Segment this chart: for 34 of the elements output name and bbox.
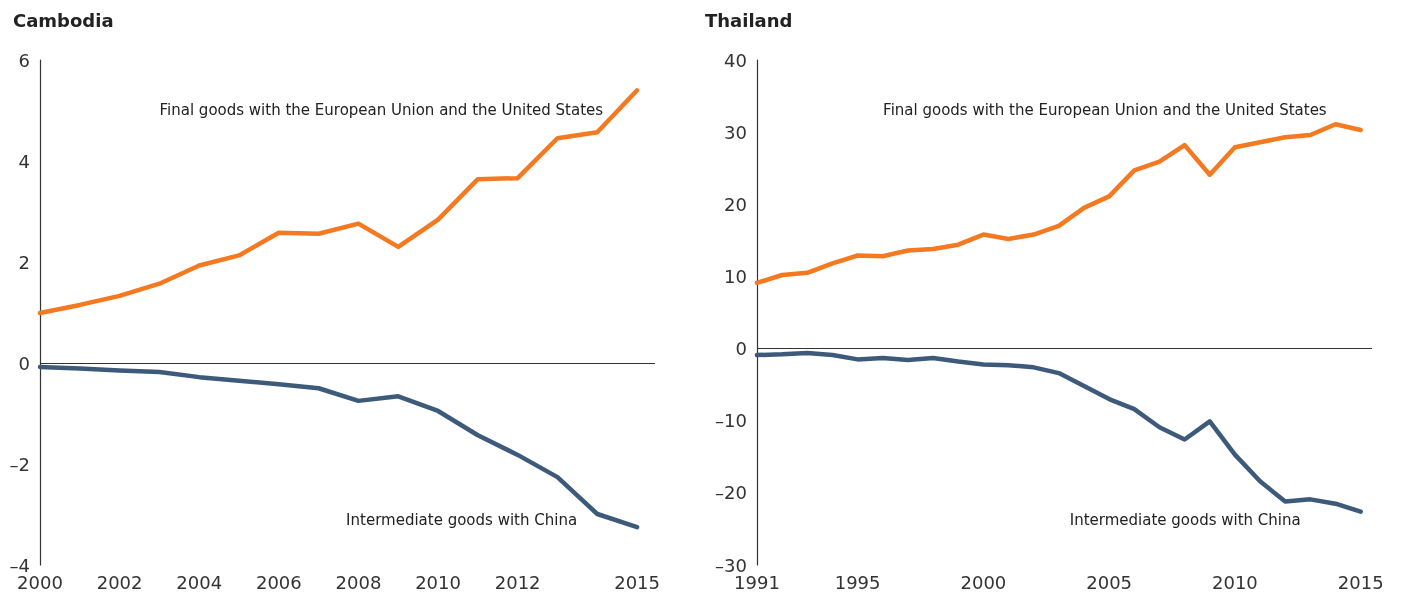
x-tick-label: 1995 (834, 571, 881, 593)
x-tick-label: 2006 (255, 571, 302, 593)
x-tick-label: 2015 (1337, 571, 1384, 593)
series-label: Intermediate goods with China (346, 511, 578, 529)
series-label: Intermediate goods with China (1069, 511, 1301, 529)
y-tick-label: 10 (724, 265, 747, 287)
y-tick-label: 30 (724, 121, 747, 143)
x-tick-label: 2002 (96, 571, 143, 593)
x-tick-label: 2004 (176, 571, 223, 593)
y-tick-label: 0 (735, 338, 747, 360)
line-series (37, 364, 640, 530)
x-tick-label: 2015 (614, 571, 660, 593)
y-tick-label: 2 (18, 251, 30, 273)
y-tick-label: 4 (18, 150, 30, 172)
x-tick-label: 2008 (335, 571, 382, 593)
y-tick-label: –2 (9, 453, 30, 475)
y-tick-label: 6 (18, 49, 30, 71)
chart-title: Cambodia (13, 9, 114, 31)
line-series (754, 121, 1363, 286)
y-tick-label: 40 (724, 49, 747, 71)
x-tick-label: 2010 (415, 571, 461, 593)
y-tick-label: 0 (18, 352, 30, 374)
x-tick-label: 2012 (494, 571, 541, 593)
chart-title: Thailand (705, 9, 793, 31)
series-label: Final goods with the European Union and the United States (159, 101, 604, 119)
x-tick-label: 2010 (1212, 571, 1258, 593)
line-series (754, 350, 1363, 514)
series-label: Final goods with the European Union and the United States (883, 101, 1327, 119)
line-series (37, 88, 640, 316)
x-tick-label: 2000 (960, 571, 1007, 593)
y-tick-label: –10 (715, 410, 747, 432)
y-tick-label: –20 (715, 482, 747, 504)
x-tick-label: 2005 (1086, 571, 1133, 593)
y-tick-label: 20 (724, 193, 747, 215)
